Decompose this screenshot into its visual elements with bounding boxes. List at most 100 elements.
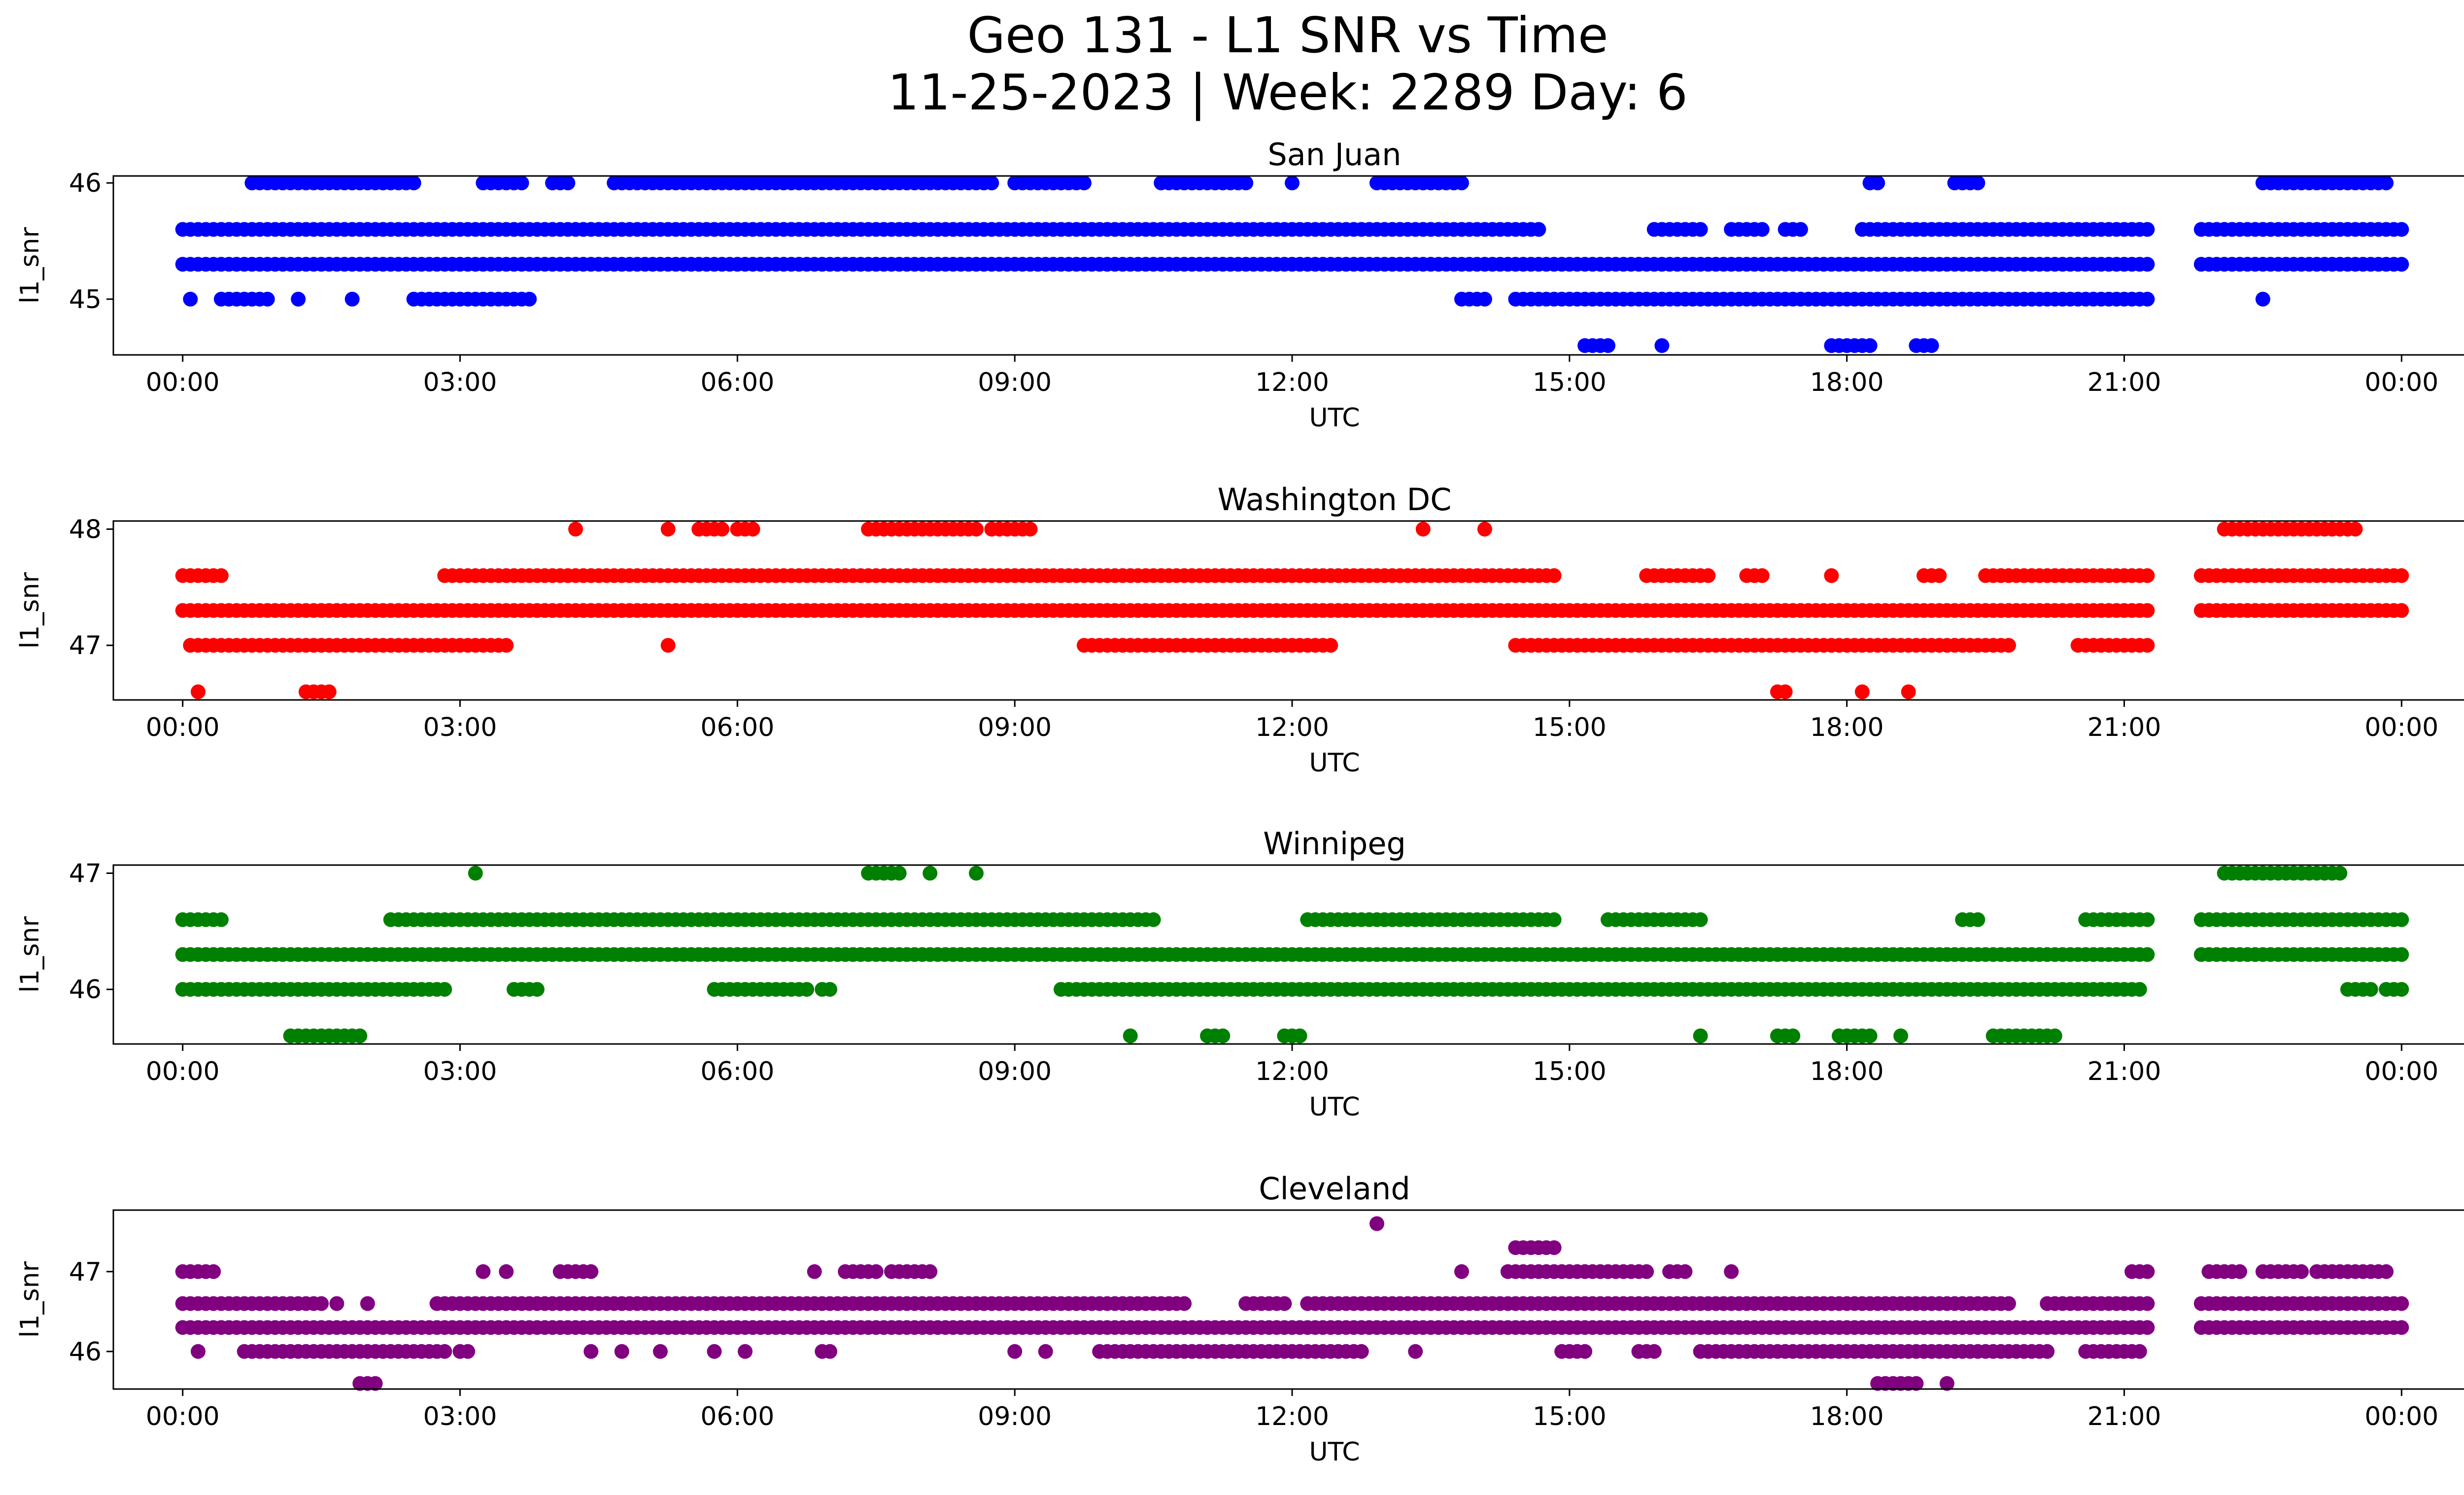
x-tick-label: 00:00 — [146, 1057, 220, 1086]
data-point — [707, 1344, 722, 1359]
data-point — [1546, 1240, 1562, 1255]
data-point — [1909, 1376, 1924, 1391]
data-point — [1693, 912, 1708, 927]
data-point — [822, 982, 837, 997]
x-tick-label: 03:00 — [423, 713, 497, 742]
x-tick-label: 09:00 — [978, 368, 1052, 397]
x-tick-label: 06:00 — [700, 713, 774, 742]
subplot-title: San Juan — [1267, 137, 1401, 173]
data-point — [1862, 1028, 1878, 1043]
data-point — [1477, 291, 1492, 307]
x-tick-label: 21:00 — [2088, 713, 2161, 742]
x-tick-label: 03:00 — [423, 1057, 497, 1086]
data-point — [568, 522, 583, 537]
data-point — [1693, 222, 1708, 237]
data-point — [1639, 1264, 1654, 1279]
data-point — [745, 522, 760, 537]
x-tick-label: 15:00 — [1533, 1057, 1607, 1086]
x-tick-label: 15:00 — [1533, 368, 1607, 397]
data-point — [2379, 175, 2394, 191]
subplot-title: Cleveland — [1259, 1171, 1410, 1207]
scatter-points — [175, 866, 2409, 1043]
y-tick-label: 46 — [69, 1337, 102, 1367]
data-point — [352, 1028, 368, 1043]
data-point — [213, 912, 229, 927]
data-point — [2140, 638, 2155, 653]
x-tick-label: 21:00 — [2088, 1057, 2161, 1086]
subplot: San Juan 00:00 03:00 06:00 09:00 12:00 15:00 18… — [15, 137, 2464, 433]
data-point — [1693, 1028, 1708, 1043]
data-point — [1146, 912, 1161, 927]
y-tick-label: 46 — [69, 975, 102, 1005]
data-point — [1870, 175, 1885, 191]
scatter-points — [175, 175, 2409, 353]
data-point — [868, 1264, 884, 1279]
x-tick-label: 00:00 — [146, 368, 220, 397]
data-point — [1793, 222, 1808, 237]
x-tick-label: 18:00 — [1810, 1057, 1884, 1086]
x-tick-label: 12:00 — [1255, 1402, 1329, 1431]
data-point — [1932, 568, 1947, 583]
figure-title-line-1: Geo 131 - L1 SNR vs Time — [967, 6, 1608, 64]
data-point — [1023, 522, 1038, 537]
data-point — [891, 866, 907, 881]
data-point — [1323, 638, 1338, 653]
plot-area — [112, 175, 2464, 356]
y-axis-label: l1_snr — [15, 572, 45, 649]
plot-area — [112, 1209, 2464, 1390]
y-tick-label: 47 — [69, 631, 102, 661]
data-point — [660, 522, 676, 537]
figure-title-line-2: 11-25-2023 | Week: 2289 Day: 6 — [888, 64, 1688, 121]
data-point — [2294, 1264, 2309, 1279]
data-point — [2140, 1264, 2155, 1279]
data-point — [183, 291, 198, 307]
data-point — [437, 1344, 452, 1359]
data-point — [1215, 1028, 1231, 1043]
data-point — [2140, 1296, 2155, 1311]
data-point — [969, 522, 984, 537]
data-point — [1369, 1216, 1384, 1231]
x-tick-label: 03:00 — [423, 1402, 497, 1431]
data-point — [2394, 912, 2409, 927]
data-point — [1754, 222, 1770, 237]
x-tick-label: 00:00 — [146, 1402, 220, 1431]
data-point — [715, 522, 730, 537]
data-point — [822, 1344, 837, 1359]
y-tick-label: 45 — [69, 285, 102, 314]
data-point — [2140, 603, 2155, 618]
x-tick-label: 00:00 — [2364, 1402, 2438, 1431]
data-point — [1007, 1344, 1023, 1359]
data-point — [1531, 222, 1546, 237]
data-point — [799, 982, 815, 997]
y-axis-label: l1_snr — [15, 227, 45, 304]
data-point — [1970, 912, 1985, 927]
data-point — [260, 291, 275, 307]
x-tick-label: 06:00 — [700, 1057, 774, 1086]
x-tick-label: 18:00 — [1810, 1402, 1884, 1431]
x-tick-label: 12:00 — [1255, 368, 1329, 397]
x-tick-label: 00:00 — [2364, 1057, 2438, 1086]
data-point — [1408, 1344, 1423, 1359]
data-point — [499, 638, 514, 653]
data-point — [1724, 1264, 1739, 1279]
data-point — [1454, 175, 1469, 191]
subplot: Winnipeg 00:00 03:00 06:00 09:00 12:00 15:00 18… — [15, 826, 2464, 1122]
data-point — [2140, 568, 2155, 583]
data-point — [2140, 291, 2155, 307]
data-point — [2394, 1320, 2409, 1335]
y-tick-label: 46 — [69, 169, 102, 198]
data-point — [923, 866, 938, 881]
data-point — [476, 1264, 491, 1279]
data-point — [1415, 522, 1431, 537]
x-tick-label: 15:00 — [1533, 1402, 1607, 1431]
data-point — [314, 1296, 329, 1311]
data-point — [1854, 684, 1870, 699]
x-tick-label: 18:00 — [1810, 368, 1884, 397]
data-point — [522, 291, 537, 307]
x-tick-label: 09:00 — [978, 713, 1052, 742]
x-tick-label: 21:00 — [2088, 368, 2161, 397]
data-point — [406, 175, 421, 191]
data-point — [1546, 912, 1562, 927]
data-point — [1778, 684, 1793, 699]
data-point — [1038, 1344, 1053, 1359]
